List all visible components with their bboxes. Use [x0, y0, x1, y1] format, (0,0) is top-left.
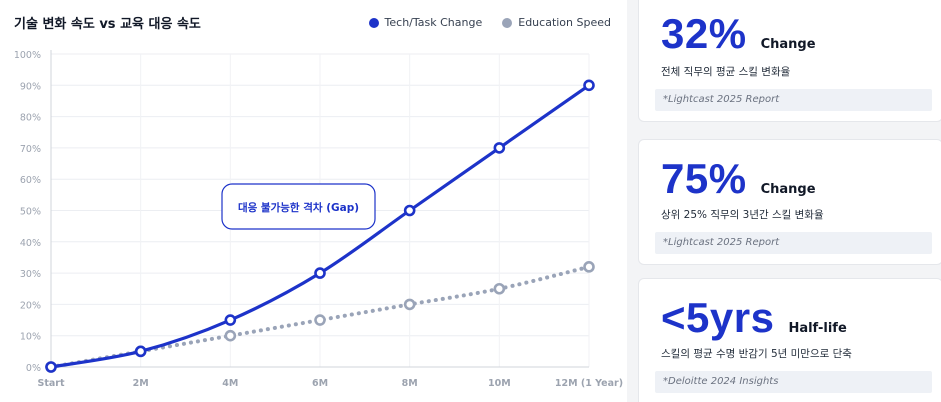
gap-annotation-label: 대응 불가능한 격차 (Gap) — [238, 201, 359, 214]
y-tick-label: 30% — [20, 269, 41, 280]
data-point-tech — [314, 267, 326, 279]
x-tick-label: 2M — [133, 378, 149, 389]
x-tick-label: 12M (1 Year) — [555, 378, 623, 389]
data-point-education — [493, 282, 506, 295]
x-tick-label: 4M — [222, 378, 238, 389]
data-point-education — [403, 298, 416, 311]
stat-cards: 32% Change 전체 직무의 평균 스킬 변화율 *Lightcast 2… — [638, 0, 941, 402]
legend-swatch-tech — [368, 17, 379, 28]
data-point-tech — [583, 79, 595, 92]
chart-legend: Tech/Task Change Education Speed — [368, 16, 611, 29]
data-point-education — [314, 314, 326, 326]
stat-value: 75% — [661, 155, 747, 202]
y-tick-label: 10% — [20, 332, 41, 343]
stat-headline: <5yrs Half-life — [661, 297, 847, 339]
data-point-tech — [403, 204, 416, 217]
stat-source: *Deloitte 2024 Insights — [655, 371, 932, 393]
gap-annotation-box — [221, 183, 376, 230]
y-tick-label: 90% — [20, 81, 41, 92]
y-tick-label: 80% — [20, 113, 41, 124]
x-tick-label: 8M — [402, 378, 418, 389]
x-tick-label: 6M — [312, 378, 328, 389]
stat-description: 전체 직무의 평균 스킬 변화율 — [661, 66, 791, 78]
stat-value: <5yrs — [661, 294, 775, 341]
legend-item-tech: Tech/Task Change — [368, 16, 483, 29]
data-point-tech — [45, 361, 57, 373]
y-tick-label: 20% — [20, 300, 41, 311]
stat-value: 32% — [661, 10, 747, 57]
y-tick-label: 70% — [20, 144, 41, 155]
y-tick-label: 50% — [20, 207, 41, 218]
stat-card-skill-change: 32% Change 전체 직무의 평균 스킬 변화율 *Lightcast 2… — [638, 0, 941, 122]
legend-swatch-education — [502, 17, 513, 28]
stat-description: 스킬의 평균 수명 반감기 5년 미만으로 단축 — [661, 348, 852, 360]
stat-source: *Lightcast 2025 Report — [655, 232, 932, 254]
stat-card-top-quartile: 75% Change 상위 25% 직무의 3년간 스킬 변화율 *Lightc… — [638, 139, 941, 265]
gap-annotation: 대응 불가능한 격차 (Gap) — [221, 183, 376, 230]
x-tick-label: 10M — [488, 378, 511, 389]
stat-description: 상위 25% 직무의 3년간 스킬 변화율 — [661, 209, 824, 221]
data-point-education — [224, 329, 237, 342]
data-point-education — [583, 261, 595, 273]
stat-card-half-life: <5yrs Half-life 스킬의 평균 수명 반감기 5년 미만으로 단축… — [638, 278, 941, 402]
legend-label-tech: Tech/Task Change — [384, 16, 483, 29]
stat-unit: Change — [760, 37, 816, 52]
stat-source: *Lightcast 2025 Report — [655, 89, 932, 111]
stat-unit: Change — [760, 182, 816, 197]
line-chart: 0% 10% 20% 30% 40% 50% 60% 70% 80% 90% 100% Start 2M… — [14, 50, 623, 389]
data-point-tech — [224, 314, 237, 326]
y-tick-label: 0% — [26, 363, 41, 374]
legend-label-education: Education Speed — [518, 16, 611, 29]
chart-panel: 기술 변화 속도 vs 교육 대응 속도 Tech/Task Change Ed… — [0, 0, 627, 402]
y-tick-label: 60% — [20, 175, 41, 186]
chart-title: 기술 변화 속도 vs 교육 대응 속도 — [14, 17, 201, 32]
legend-item-education: Education Speed — [502, 16, 611, 29]
y-tick-label: 100% — [14, 50, 41, 61]
stat-unit: Half-life — [788, 321, 847, 336]
data-point-tech — [493, 142, 506, 154]
stat-headline: 32% Change — [661, 13, 816, 55]
stat-headline: 75% Change — [661, 158, 816, 200]
data-point-tech — [134, 345, 147, 358]
x-tick-label: Start — [37, 378, 64, 389]
y-tick-label: 40% — [20, 238, 41, 249]
